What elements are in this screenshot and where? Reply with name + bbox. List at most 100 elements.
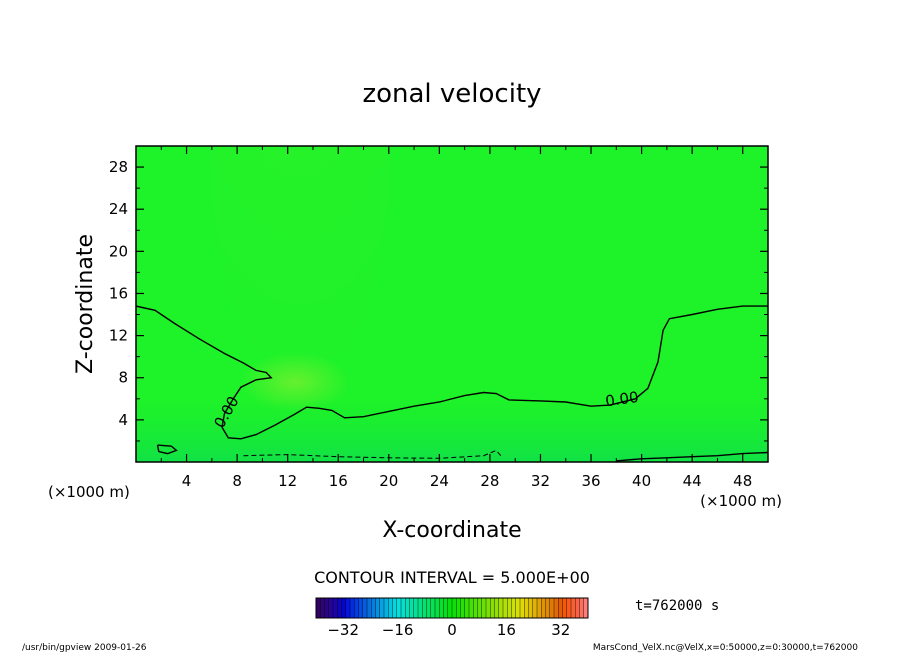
colorbar-cell <box>532 598 538 618</box>
colorbar-cell <box>473 598 478 618</box>
y-tick-label: 28 <box>109 158 128 176</box>
colorbar-cell <box>520 598 525 618</box>
contour-zero-upper <box>136 305 768 440</box>
colorbar-cell <box>507 598 512 618</box>
colorbar-cell <box>362 598 368 618</box>
y-tick-label: 24 <box>109 200 128 218</box>
x-tick-label: 12 <box>278 472 297 490</box>
colorbar-cell <box>498 598 504 618</box>
y-axis: 4 8 12 16 20 24 28 <box>109 158 768 442</box>
colorbar-cell <box>549 598 555 618</box>
time-label: t=762000 s <box>635 598 719 614</box>
field-shade-bottom <box>136 400 768 462</box>
colorbar-cell <box>435 598 440 618</box>
colorbar-cell <box>396 598 402 618</box>
colorbar-cell <box>469 598 474 618</box>
colorbar-cell <box>401 598 406 618</box>
colorbar-cell <box>422 598 427 618</box>
colorbar-cell <box>579 598 585 618</box>
x-tick-label: 36 <box>581 472 600 490</box>
y-tick-label: 20 <box>109 242 128 260</box>
colorbar-cell <box>328 598 334 618</box>
y-tick-label: 8 <box>118 369 128 387</box>
chart-title: zonal velocity <box>362 79 541 109</box>
colorbar-cell <box>566 598 572 618</box>
y-tick-label: 16 <box>109 284 128 302</box>
colorbar-cell <box>554 598 559 618</box>
colorbar-cell <box>524 598 529 618</box>
x-tick-label: 24 <box>430 472 449 490</box>
colorbar-cell <box>345 598 351 618</box>
colorbar-cell <box>358 598 364 618</box>
contour-label: 0.00 <box>604 388 640 410</box>
colorbar-tick-label: −32 <box>327 621 359 639</box>
colorbar-cell <box>371 598 376 618</box>
x-unit-label-right: (×1000 m) <box>700 492 782 510</box>
colorbar-cell <box>379 598 385 618</box>
colorbar-tick-label: −16 <box>382 621 414 639</box>
colorbar-cell <box>316 598 321 618</box>
colorbar-cell <box>443 598 449 618</box>
colorbar-cell <box>354 598 359 618</box>
colorbar-cell <box>333 598 338 618</box>
colorbar-cell <box>528 598 534 618</box>
colorbar-cell <box>413 598 419 618</box>
colorbar-tick-label: 0 <box>447 621 457 639</box>
y-tick-label: 12 <box>109 327 128 345</box>
colorbar-tick-label: 16 <box>497 621 516 639</box>
field-shade-warm <box>240 352 350 412</box>
colorbar-cell <box>384 598 389 618</box>
x-tick-label: 20 <box>379 472 398 490</box>
colorbar-cell <box>541 598 546 618</box>
colorbar: −32 −16 0 16 32 <box>315 597 589 639</box>
contour-closed <box>156 444 178 455</box>
colorbar-cell <box>341 598 347 618</box>
colorbar-cell <box>350 598 355 618</box>
x-unit-label-left: (×1000 m) <box>48 483 130 501</box>
colorbar-cell <box>515 598 521 618</box>
colorbar-cell <box>405 598 410 618</box>
colorbar-cell <box>494 598 500 618</box>
colorbar-cell <box>486 598 491 618</box>
colorbar-cell <box>558 598 563 618</box>
y-tick-label: 4 <box>118 411 128 429</box>
colorbar-cell <box>545 598 551 618</box>
x-axis-label: X-coordinate <box>382 518 521 543</box>
colorbar-cell <box>324 598 330 618</box>
x-tick-label: 48 <box>733 472 752 490</box>
colorbar-frame <box>315 597 589 619</box>
colorbar-cell <box>375 598 381 618</box>
colorbar-cell <box>562 598 568 618</box>
x-tick-label: 28 <box>480 472 499 490</box>
colorbar-cell <box>477 598 483 618</box>
colorbar-cell <box>503 598 508 618</box>
x-tick-label: 8 <box>232 472 242 490</box>
colorbar-tick-label: 32 <box>551 621 570 639</box>
colorbar-cell <box>392 598 398 618</box>
colorbar-cell <box>409 598 415 618</box>
colorbar-cell <box>464 598 470 618</box>
colorbar-cell <box>426 598 432 618</box>
plot-area: 0.00 0.00 <box>136 146 768 462</box>
x-tick-label: 40 <box>632 472 651 490</box>
field-shade-plume <box>210 146 390 386</box>
colorbar-cell <box>337 598 342 618</box>
colorbar-cell <box>320 598 325 618</box>
plot-frame <box>135 145 769 463</box>
x-tick-label: 44 <box>683 472 702 490</box>
y-axis-label: Z-coordinate <box>73 234 98 374</box>
colorbar-cell <box>452 598 457 618</box>
colorbar-cell <box>571 598 576 618</box>
colorbar-cell <box>511 598 517 618</box>
colorbar-cell <box>430 598 436 618</box>
x-tick-label: 32 <box>531 472 550 490</box>
x-axis: 4 8 12 16 20 24 28 32 36 40 44 48 <box>160 146 752 490</box>
colorbar-cell <box>490 598 495 618</box>
colorbar-cell <box>537 598 542 618</box>
footer-right: MarsCond_VelX.nc@VelX,x=0:50000,z=0:3000… <box>593 643 858 653</box>
x-tick-label: 4 <box>182 472 192 490</box>
colorbar-cell <box>388 598 393 618</box>
contour-interval-text: CONTOUR INTERVAL = 5.000E+00 <box>314 568 590 587</box>
colorbar-cell <box>460 598 466 618</box>
